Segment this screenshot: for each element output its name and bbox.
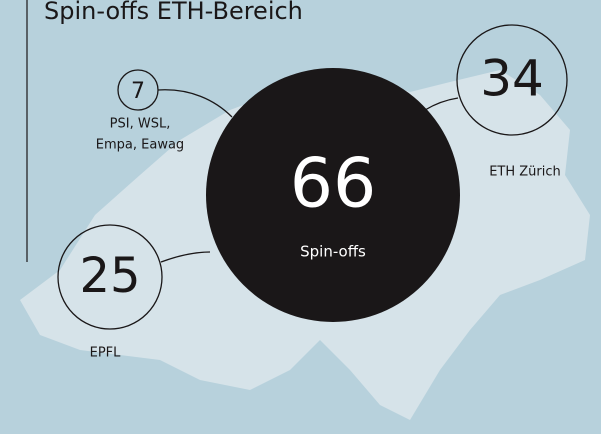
- center-value: 66: [290, 145, 377, 224]
- node-bubble: [117, 69, 159, 111]
- center-label: Spin-offs: [300, 243, 366, 261]
- node-label: ETH Zürich: [489, 165, 561, 180]
- title: Spin-offs ETH-Bereich: [44, 0, 303, 25]
- node-label: Empa, Eawag: [96, 138, 184, 153]
- center-bubble: [206, 68, 460, 322]
- node-value: 34: [480, 50, 544, 108]
- node-label: PSI, WSL,: [110, 117, 171, 132]
- node-bubble: [57, 224, 163, 330]
- node-bubble: [456, 24, 568, 136]
- node-label: EPFL: [90, 346, 122, 361]
- connectors: [157, 89, 459, 263]
- node-value: 7: [131, 79, 145, 104]
- node-value: 25: [79, 248, 140, 304]
